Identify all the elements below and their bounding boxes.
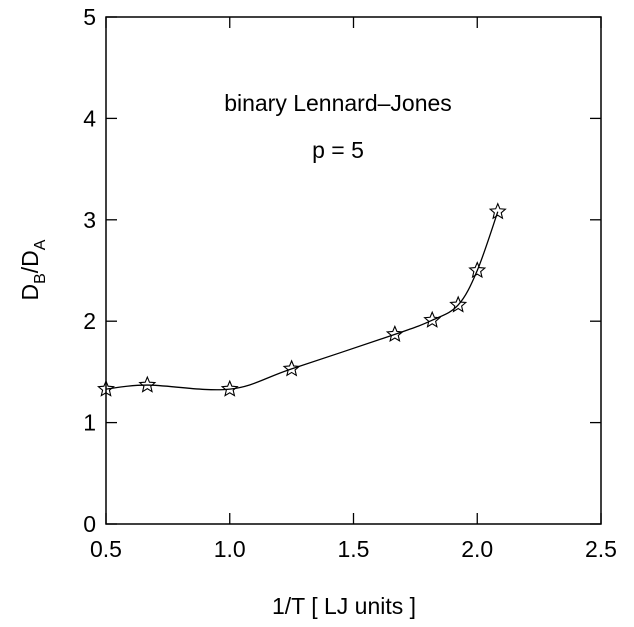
series-markers	[97, 202, 507, 397]
y-tick-label: 2	[83, 308, 96, 334]
y-label-sub-1: B	[32, 273, 49, 284]
star-marker	[282, 359, 301, 377]
y-tick-label: 4	[83, 105, 96, 131]
y-label-base-1: D	[17, 284, 43, 301]
star-marker	[138, 375, 157, 393]
star-marker	[468, 261, 487, 279]
star-marker	[488, 202, 507, 220]
y-label-slash: /	[17, 266, 43, 273]
x-tick-label: 0.5	[90, 536, 122, 562]
x-tick-label: 2.0	[461, 536, 493, 562]
x-tick-label: 1.5	[338, 536, 370, 562]
y-tick-label: 5	[83, 4, 96, 30]
x-tick-label: 1.0	[214, 536, 246, 562]
y-tick-label: 3	[83, 207, 96, 233]
star-marker	[449, 295, 468, 313]
y-tick-labels: 0 1 2 3 4 5	[83, 4, 96, 537]
y-tick-label: 0	[83, 511, 96, 537]
star-marker	[423, 310, 442, 328]
x-tick-labels: 0.5 1.0 1.5 2.0 2.5	[90, 536, 617, 562]
y-axis-label: DB/DA	[17, 239, 49, 300]
y-label-sub-2: A	[32, 239, 49, 250]
star-marker	[220, 379, 239, 397]
y-label-base-2: D	[17, 250, 43, 267]
x-tick-label: 2.5	[585, 536, 617, 562]
axis-ticks	[105, 16, 602, 525]
y-tick-label: 1	[83, 410, 96, 436]
series-curve	[105, 211, 499, 391]
annotation-param: p = 5	[312, 137, 364, 163]
annotation-title: binary Lennard–Jones	[224, 90, 452, 116]
star-marker	[97, 379, 115, 397]
x-axis-label: 1/T [ LJ units ]	[272, 593, 416, 619]
star-marker	[385, 324, 404, 343]
